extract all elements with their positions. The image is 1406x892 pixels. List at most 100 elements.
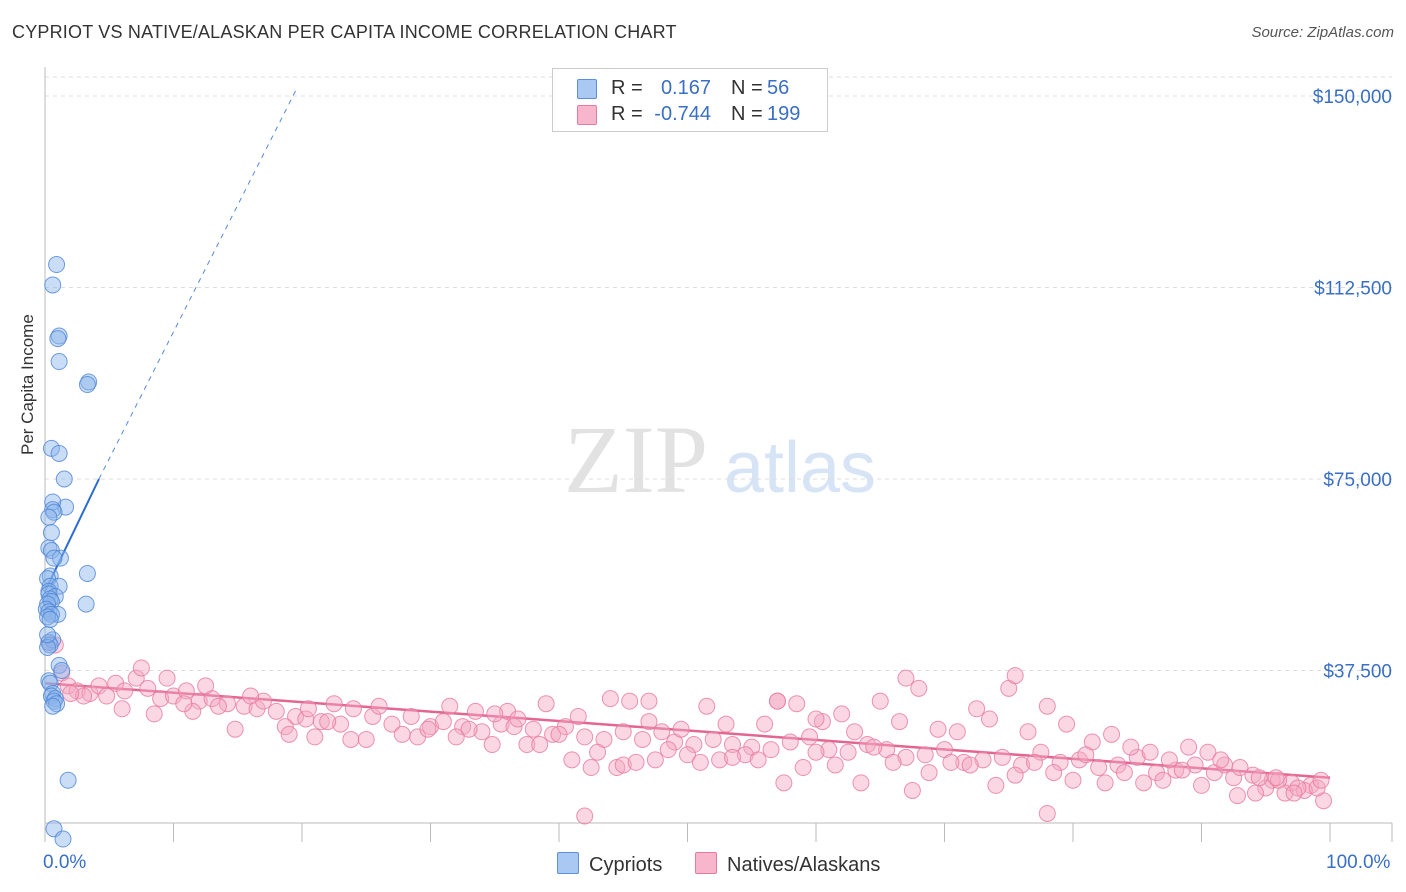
native-point: [1308, 779, 1326, 797]
native-point: [306, 728, 324, 746]
native-point: [646, 751, 664, 769]
native-point: [711, 751, 729, 769]
native-point: [1246, 784, 1264, 802]
native-point: [325, 695, 343, 713]
native-point: [1212, 751, 1230, 769]
native-point: [1173, 761, 1191, 779]
native-point: [1038, 804, 1056, 822]
native-point: [242, 687, 260, 705]
native-point: [139, 679, 157, 697]
native-point: [177, 682, 195, 700]
native-point: [910, 679, 928, 697]
cypriot-point: [41, 610, 59, 628]
native-point: [691, 753, 709, 771]
native-point: [483, 736, 501, 754]
native-point: [132, 659, 150, 677]
native-point: [589, 743, 607, 761]
native-point: [1038, 697, 1056, 715]
trend-lines: [44, 90, 1331, 779]
native-point: [1013, 756, 1031, 774]
native-point: [833, 705, 851, 723]
native-point: [152, 690, 170, 708]
native-point: [1267, 769, 1285, 787]
cypriot-point: [41, 674, 59, 692]
native-point: [1186, 756, 1204, 774]
native-point: [723, 736, 741, 754]
native-point: [884, 753, 902, 771]
cypriot-point: [40, 539, 58, 557]
native-point: [640, 692, 658, 710]
native-point: [576, 807, 594, 825]
native-point: [280, 725, 298, 743]
native-point: [402, 707, 420, 725]
cypriot-point: [49, 330, 67, 348]
cypriot-point: [50, 444, 68, 462]
cypriot-point: [39, 626, 57, 644]
native-point: [980, 710, 998, 728]
native-point: [113, 700, 131, 718]
cypriot-trend-extension: [98, 90, 297, 480]
native-point: [75, 687, 93, 705]
bottom-legend-swatch-natives: [695, 852, 717, 874]
bottom-legend-label-natives: Natives/Alaskans: [727, 854, 881, 876]
native-point: [226, 720, 244, 738]
native-point: [897, 669, 915, 687]
native-point: [383, 715, 401, 733]
cypriot-point: [54, 830, 72, 848]
native-point: [209, 697, 227, 715]
native-point: [473, 723, 491, 741]
watermark-atlas: atlas: [724, 428, 876, 508]
native-point: [653, 723, 671, 741]
x-tick-max: 100.0%: [1326, 852, 1391, 873]
native-point: [393, 725, 411, 743]
native-point: [1160, 751, 1178, 769]
cypriot-point: [50, 656, 68, 674]
native-point: [235, 697, 253, 715]
native-point: [342, 730, 360, 748]
cypriot-point: [39, 639, 57, 657]
native-point: [563, 751, 581, 769]
native-point: [614, 723, 632, 741]
native-point: [364, 707, 382, 725]
native-point: [659, 741, 677, 759]
native-point: [116, 682, 134, 700]
cypriot-point: [44, 276, 62, 294]
native-point: [460, 720, 478, 738]
native-point: [524, 720, 542, 738]
y-tick-label: $37,500: [1323, 662, 1392, 683]
native-point: [920, 764, 938, 782]
native-point: [820, 741, 838, 759]
watermark-zip: ZIP: [564, 406, 708, 513]
native-point: [1064, 771, 1082, 789]
native-point: [723, 748, 741, 766]
legend-n-value: 199: [767, 103, 801, 125]
native-point: [518, 736, 536, 754]
grid-lines: [45, 76, 1392, 671]
cypriot-point: [77, 595, 95, 613]
native-point: [299, 700, 317, 718]
native-point: [929, 720, 947, 738]
bottom-legend-label-cypriots: Cypriots: [589, 854, 663, 876]
native-point: [768, 692, 786, 710]
native-point: [254, 692, 272, 710]
native-point: [627, 753, 645, 771]
cypriot-point: [39, 608, 57, 626]
native-point: [62, 684, 80, 702]
native-point: [441, 697, 459, 715]
cypriot-point: [41, 636, 59, 654]
native-point: [370, 697, 388, 715]
legend-r-label: R =: [611, 77, 643, 99]
native-point: [756, 715, 774, 733]
native-point: [486, 705, 504, 723]
native-point: [1115, 764, 1133, 782]
data-points: [37, 256, 1333, 848]
native-point: [993, 748, 1011, 766]
native-point: [197, 677, 215, 695]
native-point: [537, 695, 555, 713]
native-point: [447, 728, 465, 746]
native-point: [698, 697, 716, 715]
native-point: [422, 718, 439, 736]
native-point: [788, 695, 806, 713]
y-tick-label: $150,000: [1313, 87, 1392, 108]
native-point: [987, 776, 1005, 794]
